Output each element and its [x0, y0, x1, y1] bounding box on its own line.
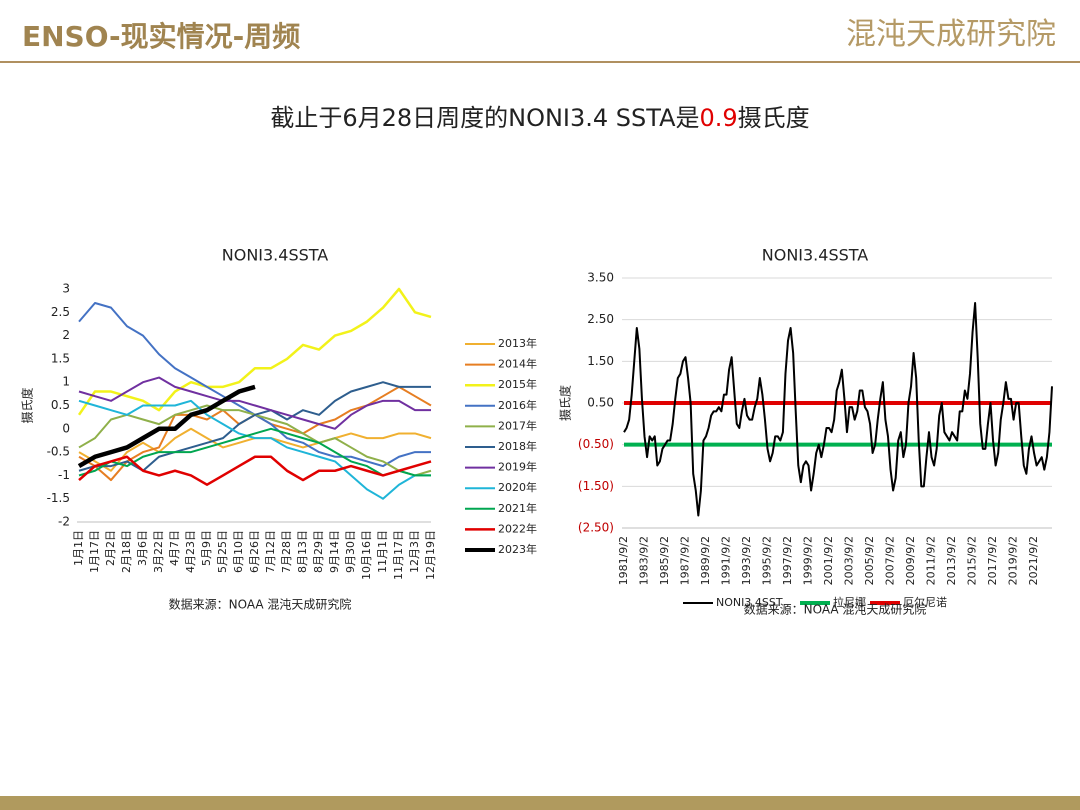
- legend-label: 2015年: [498, 377, 537, 391]
- x-tick-label: 1991/9/2: [720, 536, 733, 585]
- subtitle-suffix: 摄氏度: [738, 104, 810, 132]
- series-line: [78, 427, 431, 477]
- legend-label: 2022年: [498, 521, 537, 535]
- x-tick-label: 6月26日: [248, 530, 261, 573]
- y-tick-label: 0.5: [51, 398, 70, 412]
- chart-title: NONI3.4SSTA: [762, 246, 869, 265]
- legend-label: 2017年: [498, 418, 537, 432]
- y-tick-label: 0.50: [587, 396, 614, 410]
- y-tick-label: -1: [58, 468, 70, 482]
- y-tick-label: 1: [62, 375, 70, 389]
- x-tick-label: 2007/9/2: [884, 536, 897, 585]
- x-tick-label: 5月25日: [216, 530, 229, 573]
- y-tick-label: -0.5: [47, 445, 70, 459]
- y-tick-label: 2.50: [587, 312, 614, 326]
- x-tick-label: 11月17日: [392, 530, 405, 580]
- subtitle: 截止于6月28日周度的NONI3.4 SSTA是0.9摄氏度: [270, 104, 809, 132]
- x-tick-label: 12月19日: [424, 530, 437, 580]
- x-tick-label: 8月13日: [296, 530, 309, 573]
- x-tick-label: 2001/9/2: [822, 536, 835, 585]
- series-line: [78, 455, 432, 486]
- x-tick-label: 7月12日: [264, 530, 277, 573]
- x-tick-label: 1981/9/2: [617, 536, 630, 585]
- legend-label: 2016年: [498, 398, 537, 412]
- x-tick-label: 4月23日: [184, 530, 197, 573]
- x-tick-label: 1987/9/2: [679, 536, 692, 585]
- y-tick-label: (0.50): [578, 437, 614, 451]
- x-tick-label: 2005/9/2: [863, 536, 876, 585]
- y-tick-label: (2.50): [578, 521, 614, 535]
- x-tick-label: 2021/9/2: [1027, 536, 1040, 585]
- y-tick-label: (1.50): [578, 479, 614, 493]
- legend-label: 2014年: [498, 357, 537, 371]
- series-line: [78, 399, 431, 500]
- x-tick-label: 9月14日: [328, 530, 341, 573]
- x-tick-label: 2015/9/2: [966, 536, 979, 585]
- x-tick-label: 2月18日: [120, 530, 133, 573]
- y-axis-label: 摄氏度: [558, 385, 573, 421]
- y-tick-label: 2: [62, 328, 70, 342]
- x-tick-label: 1997/9/2: [781, 536, 794, 585]
- x-tick-label: 2017/9/2: [986, 536, 999, 585]
- x-tick-label: 1989/9/2: [699, 536, 712, 585]
- source-note: 数据来源：NOAA 混沌天成研究院: [169, 597, 352, 612]
- subtitle-prefix: 截止于6月28日周度的NONI3.4 SSTA是: [270, 104, 699, 132]
- x-tick-label: 2003/9/2: [843, 536, 856, 585]
- x-tick-label: 2013/9/2: [945, 536, 958, 585]
- series-line: [78, 376, 431, 430]
- legend-label: 2018年: [498, 439, 537, 453]
- x-tick-label: 2月2日: [104, 530, 117, 566]
- x-tick-label: 7月28日: [280, 530, 293, 573]
- x-tick-label: 2009/9/2: [904, 536, 917, 585]
- y-tick-label: 3.50: [587, 271, 614, 285]
- legend-label: 厄尔尼诺: [903, 596, 947, 609]
- footer-bar: [0, 796, 1080, 810]
- x-tick-label: 11月1日: [376, 530, 389, 573]
- subtitle-highlight: 0.9: [700, 104, 738, 132]
- source-note: 数据来源：NOAA 混沌天成研究院: [744, 602, 927, 617]
- series-line: [77, 287, 432, 416]
- x-tick-label: 5月9日: [200, 530, 213, 566]
- x-tick-label: 1月17日: [88, 530, 101, 573]
- x-tick-label: 9月30日: [344, 530, 357, 573]
- x-tick-label: 1983/9/2: [638, 536, 651, 585]
- legend-label: 2013年: [498, 336, 537, 350]
- x-tick-label: 6月10日: [232, 530, 245, 573]
- x-tick-label: 4月7日: [168, 530, 181, 566]
- x-tick-label: 10月16日: [360, 530, 373, 580]
- y-tick-label: 3: [62, 282, 70, 296]
- chart-title: NONI3.4SSTA: [222, 246, 329, 265]
- y-tick-label: 2.5: [51, 305, 70, 319]
- series-line: [77, 384, 256, 469]
- x-tick-label: 1985/9/2: [658, 536, 671, 585]
- y-tick-label: 0: [62, 421, 70, 435]
- y-tick-label: 1.5: [51, 351, 70, 365]
- x-tick-label: 12月3日: [408, 530, 421, 573]
- x-tick-label: 1999/9/2: [802, 536, 815, 585]
- series-line: [623, 302, 1053, 517]
- x-tick-label: 2019/9/2: [1007, 536, 1020, 585]
- y-tick-label: -1.5: [47, 491, 70, 505]
- y-tick-label: -2: [58, 515, 70, 529]
- x-tick-label: 3月22日: [152, 530, 165, 573]
- x-tick-label: 3月6日: [136, 530, 149, 566]
- legend-label: 2021年: [498, 501, 537, 515]
- x-tick-label: 1993/9/2: [740, 536, 753, 585]
- x-tick-label: 2011/9/2: [925, 536, 938, 585]
- x-tick-label: 8月29日: [312, 530, 325, 573]
- legend-label: 拉尼娜: [833, 595, 866, 609]
- legend-label: 2023年: [498, 542, 537, 556]
- x-tick-label: 1995/9/2: [761, 536, 774, 585]
- header-title: ENSO-现实情况-周频: [22, 20, 300, 53]
- logo: 混沌天成研究院: [846, 17, 1056, 52]
- legend-label: 2019年: [498, 460, 537, 474]
- y-axis-label: 摄氏度: [20, 387, 35, 423]
- x-tick-label: 1月1日: [72, 530, 85, 566]
- y-tick-label: 1.50: [587, 354, 614, 368]
- legend-label: NONI3.4SST: [716, 596, 783, 609]
- legend-label: 2020年: [498, 480, 537, 494]
